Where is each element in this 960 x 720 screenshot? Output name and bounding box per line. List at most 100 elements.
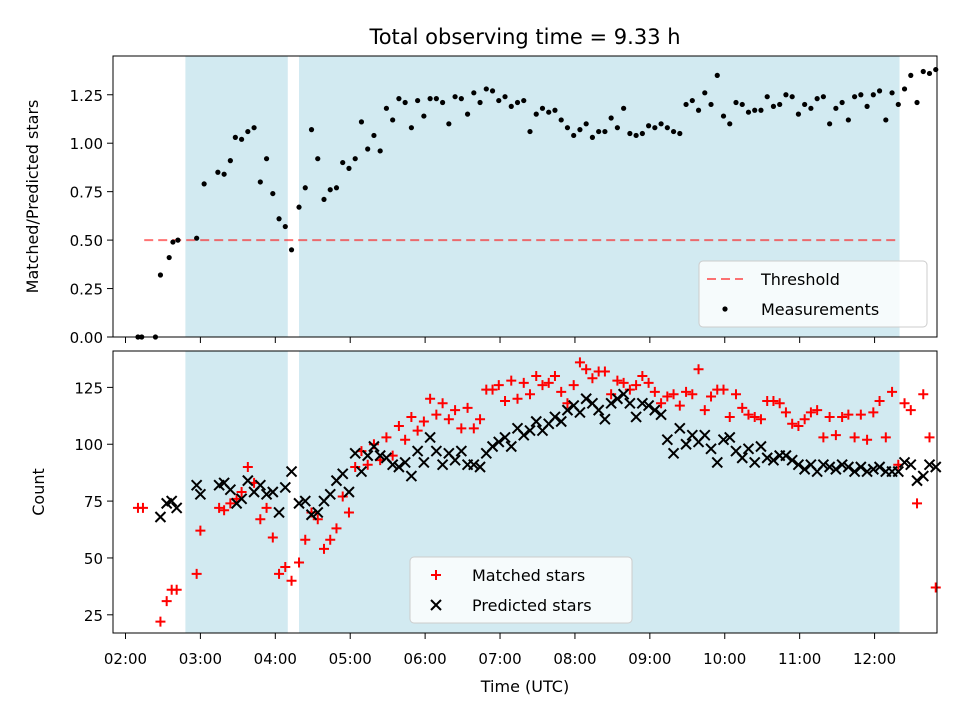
data-point bbox=[699, 429, 711, 441]
data-point bbox=[599, 413, 611, 425]
data-point bbox=[486, 440, 499, 453]
data-point bbox=[768, 396, 779, 407]
data-point bbox=[477, 99, 483, 106]
data-point bbox=[161, 596, 172, 607]
data-point bbox=[315, 156, 321, 162]
data-point bbox=[658, 121, 664, 127]
y-tick-label: 25 bbox=[84, 607, 103, 625]
data-point bbox=[427, 96, 433, 102]
data-point bbox=[805, 407, 816, 418]
legend-label: Measurements bbox=[761, 300, 879, 319]
data-point bbox=[580, 393, 592, 405]
data-point bbox=[561, 404, 574, 416]
data-point bbox=[254, 479, 267, 491]
data-point bbox=[583, 121, 589, 127]
data-point bbox=[818, 432, 829, 443]
data-point bbox=[418, 456, 430, 469]
data-point bbox=[898, 456, 911, 469]
x-tick-label: 07:00 bbox=[478, 650, 521, 668]
data-point bbox=[327, 187, 333, 193]
data-point bbox=[518, 377, 529, 388]
data-point bbox=[592, 404, 605, 416]
data-point bbox=[464, 111, 471, 117]
data-point bbox=[924, 432, 935, 443]
data-point bbox=[412, 425, 423, 436]
data-point bbox=[649, 386, 660, 397]
data-point bbox=[643, 377, 654, 388]
legend: Threshold Measurements bbox=[698, 260, 928, 328]
data-point bbox=[808, 105, 814, 111]
data-point bbox=[911, 474, 923, 487]
data-point bbox=[812, 405, 823, 416]
data-point bbox=[350, 461, 361, 472]
data-point bbox=[296, 204, 302, 210]
data-point bbox=[512, 393, 523, 404]
data-point bbox=[362, 459, 373, 470]
data-point bbox=[343, 507, 354, 518]
data-point bbox=[814, 96, 820, 102]
data-point bbox=[418, 416, 429, 427]
y-tick-label: 50 bbox=[84, 550, 103, 568]
data-point bbox=[555, 415, 567, 428]
data-point bbox=[190, 479, 203, 491]
data-point bbox=[605, 397, 617, 410]
data-point bbox=[500, 396, 511, 407]
data-point bbox=[305, 509, 318, 521]
data-point bbox=[926, 70, 933, 77]
data-point bbox=[652, 125, 658, 131]
data-point bbox=[901, 86, 908, 92]
x-tick-label: 09:00 bbox=[628, 650, 671, 668]
legend: Matched stars Predicted stars bbox=[409, 556, 633, 624]
x-tick-label: 10:00 bbox=[703, 650, 746, 668]
data-point bbox=[462, 402, 473, 413]
data-point bbox=[530, 415, 542, 428]
data-point bbox=[368, 440, 380, 453]
data-point bbox=[933, 66, 939, 73]
data-point bbox=[171, 584, 182, 595]
data-point bbox=[308, 127, 315, 133]
data-point bbox=[531, 371, 542, 382]
legend-predicted-swatch bbox=[430, 599, 442, 611]
data-point bbox=[157, 272, 164, 278]
data-point bbox=[711, 456, 723, 469]
data-point bbox=[852, 94, 858, 100]
data-point bbox=[795, 111, 802, 117]
data-point bbox=[789, 94, 795, 100]
data-point bbox=[780, 449, 792, 462]
data-point bbox=[543, 377, 554, 388]
data-point bbox=[396, 96, 402, 102]
data-point bbox=[599, 366, 610, 377]
data-point bbox=[221, 171, 227, 177]
data-point bbox=[668, 389, 679, 400]
y-tick-label: 125 bbox=[74, 379, 103, 397]
data-point bbox=[905, 405, 916, 416]
data-point bbox=[214, 502, 225, 513]
data-point bbox=[587, 373, 598, 384]
data-point bbox=[493, 436, 505, 448]
data-point bbox=[574, 357, 585, 368]
data-point bbox=[749, 411, 760, 422]
data-point bbox=[170, 239, 176, 245]
x-tick-label: 12:00 bbox=[853, 650, 896, 668]
data-point bbox=[514, 99, 521, 106]
y-tick-label: 1.25 bbox=[70, 87, 103, 105]
data-point bbox=[724, 431, 736, 444]
data-point bbox=[431, 409, 442, 420]
data-point bbox=[833, 105, 839, 111]
y-tick-label: 0.50 bbox=[70, 232, 103, 250]
data-point bbox=[325, 534, 336, 545]
data-point bbox=[633, 132, 639, 139]
data-point bbox=[627, 130, 633, 137]
data-point bbox=[349, 447, 361, 460]
series-measurements bbox=[135, 66, 939, 340]
data-point bbox=[227, 158, 233, 164]
data-point bbox=[433, 96, 439, 102]
data-point bbox=[718, 384, 729, 395]
data-point bbox=[793, 421, 804, 432]
data-point bbox=[662, 391, 673, 402]
data-point bbox=[743, 409, 754, 420]
data-point bbox=[191, 568, 202, 579]
data-point bbox=[533, 111, 539, 117]
data-point bbox=[312, 506, 324, 519]
